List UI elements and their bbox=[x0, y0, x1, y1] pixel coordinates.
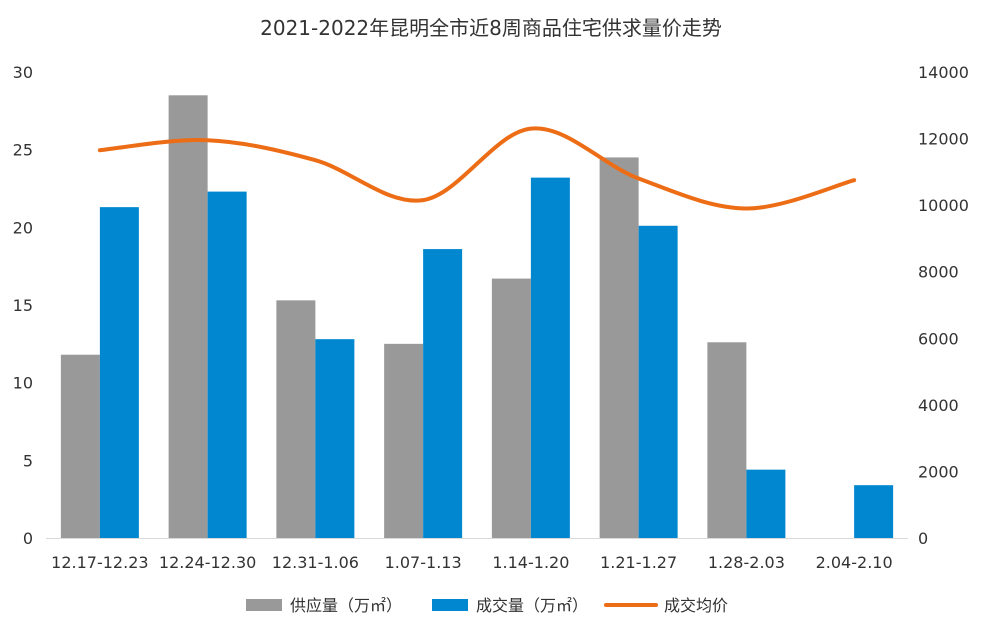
right-axis-tick-label: 12000 bbox=[918, 130, 969, 149]
right-axis-tick-label: 4000 bbox=[918, 396, 959, 415]
right-axis-tick-label: 0 bbox=[918, 529, 928, 548]
right-axis: 0 2000 4000 6000 8000 10000 12000 14000 bbox=[918, 63, 969, 548]
bar-supply bbox=[491, 278, 531, 538]
right-axis-tick-label: 8000 bbox=[918, 263, 959, 282]
category-label: 12.31-1.06 bbox=[272, 553, 359, 572]
category-label: 1.07-1.13 bbox=[385, 553, 462, 572]
category-label: 12.17-12.23 bbox=[51, 553, 148, 572]
left-axis-tick-label: 0 bbox=[23, 529, 33, 548]
legend-label: 成交量（万㎡） bbox=[476, 596, 588, 615]
bar-supply bbox=[384, 343, 424, 538]
bar-supply bbox=[168, 95, 208, 539]
line-group bbox=[97, 126, 857, 211]
category-label: 1.21-1.27 bbox=[600, 553, 677, 572]
left-axis-tick-label: 20 bbox=[13, 218, 33, 237]
bar-supply bbox=[707, 342, 747, 538]
left-axis-tick-label: 15 bbox=[13, 296, 33, 315]
category-label: 12.24-12.30 bbox=[159, 553, 256, 572]
legend-swatch-transaction bbox=[432, 599, 468, 611]
legend-label: 供应量（万㎡） bbox=[290, 596, 402, 615]
bar-transaction bbox=[638, 225, 678, 538]
category-label: 2.04-2.10 bbox=[816, 553, 893, 572]
left-axis-tick-label: 30 bbox=[13, 63, 33, 82]
bar-supply bbox=[276, 300, 316, 538]
right-axis-tick-label: 2000 bbox=[918, 462, 959, 481]
category-labels: 12.17-12.23 12.24-12.30 12.31-1.06 1.07-1.1… bbox=[51, 553, 892, 572]
chart-title: 2021-2022年昆明全市近8周商品住宅供求量价走势 bbox=[260, 16, 722, 40]
right-axis-tick-label: 10000 bbox=[918, 196, 969, 215]
bar-transaction bbox=[854, 485, 894, 538]
left-axis-tick-label: 10 bbox=[13, 374, 33, 393]
bar-transaction bbox=[207, 191, 247, 538]
right-axis-tick-label: 6000 bbox=[918, 329, 959, 348]
bar-transaction bbox=[99, 207, 139, 538]
legend-label: 成交均价 bbox=[664, 596, 728, 615]
left-axis-tick-label: 5 bbox=[23, 451, 33, 470]
left-axis-tick-label: 25 bbox=[13, 141, 33, 160]
avg-price-line bbox=[97, 126, 857, 211]
legend: 供应量（万㎡） 成交量（万㎡） 成交均价 bbox=[246, 596, 728, 615]
category-label: 1.28-2.03 bbox=[708, 553, 785, 572]
bar-transaction bbox=[746, 469, 786, 538]
bars-group bbox=[60, 95, 894, 539]
bar-transaction bbox=[530, 177, 570, 539]
category-label: 1.14-1.20 bbox=[492, 553, 569, 572]
right-axis-tick-label: 14000 bbox=[918, 63, 969, 82]
left-axis: 0 5 10 15 20 25 30 bbox=[13, 63, 33, 548]
legend-swatch-supply bbox=[246, 599, 282, 611]
bar-supply bbox=[60, 354, 100, 538]
bar-transaction bbox=[315, 339, 355, 538]
bar-transaction bbox=[423, 249, 463, 538]
bar-supply bbox=[599, 157, 639, 538]
